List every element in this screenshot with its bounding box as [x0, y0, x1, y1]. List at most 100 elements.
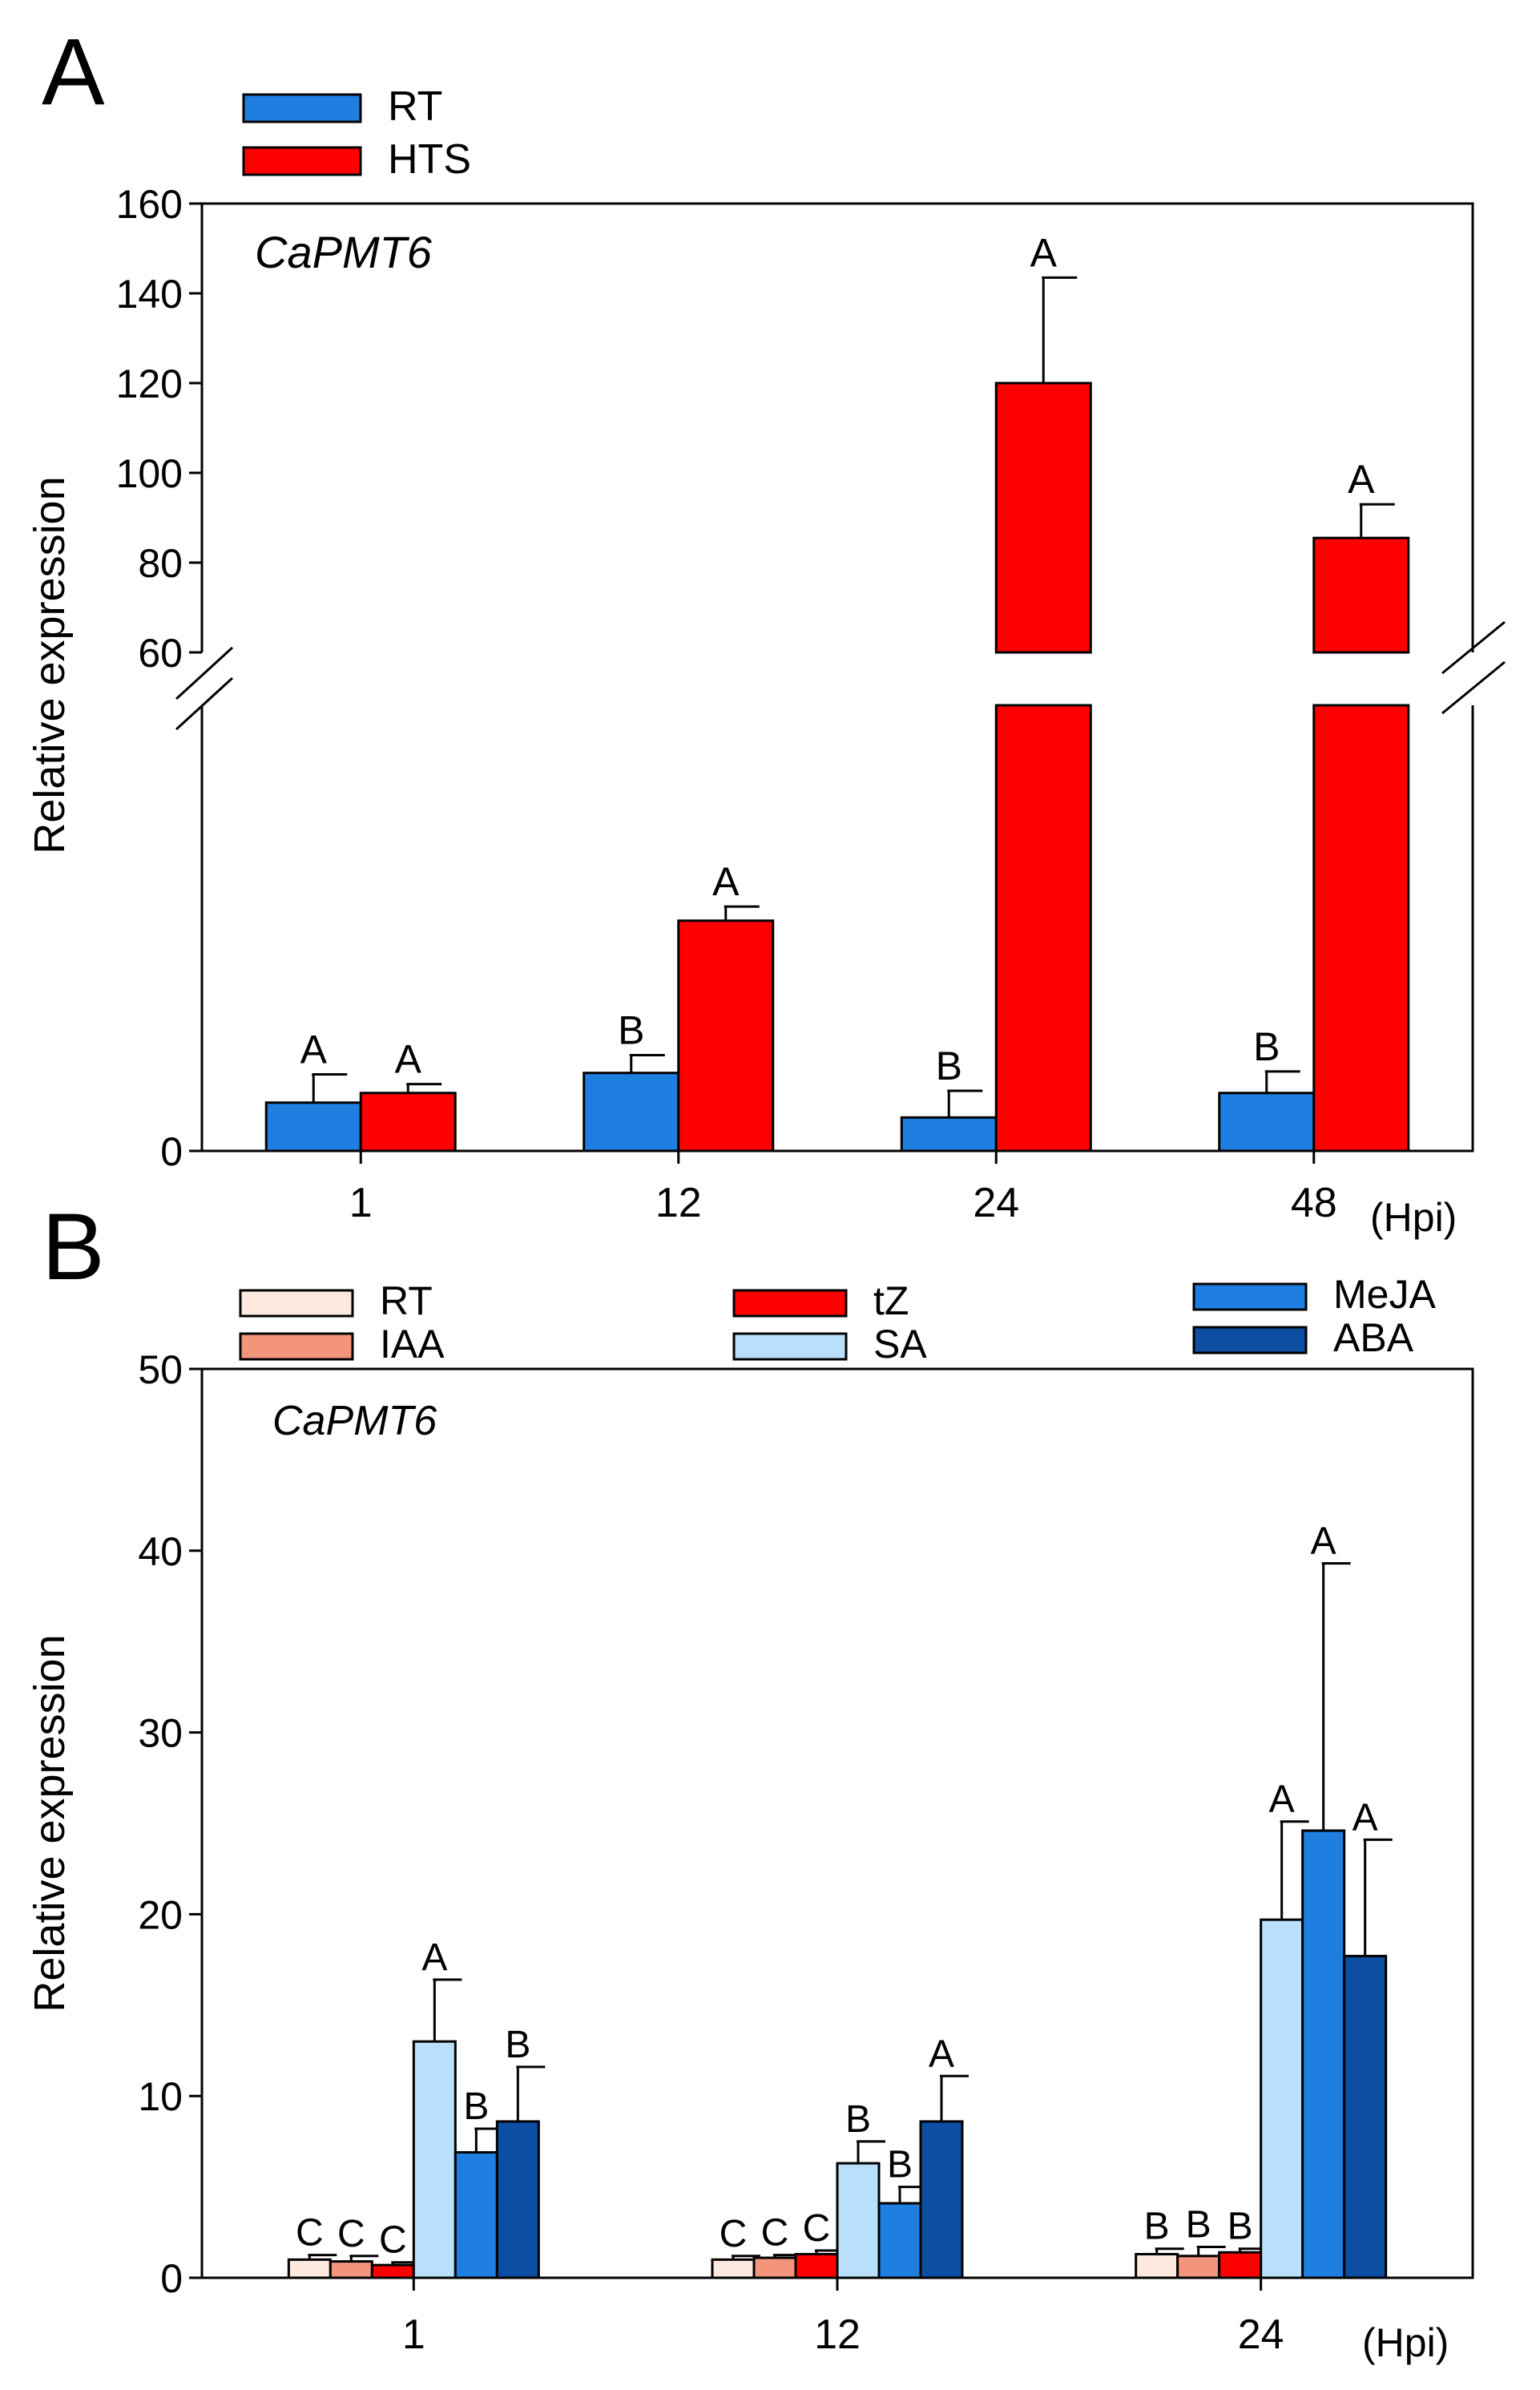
- significance-letter: B: [1253, 1024, 1280, 1069]
- bar: [1218, 1092, 1316, 1153]
- significance-letter: B: [887, 2144, 913, 2186]
- legend-swatch-rt-b: [239, 1289, 354, 1318]
- panel-b-legend: RT IAA tZ SA MeJA ABA: [239, 1272, 1436, 1367]
- significance-letter: C: [296, 2212, 324, 2255]
- legend-swatch-tz: [732, 1289, 848, 1318]
- bar: [1260, 1918, 1304, 2279]
- bar: [1218, 2251, 1263, 2279]
- legend-swatch-meja: [1192, 1282, 1308, 1311]
- legend-label-rt: RT: [388, 83, 442, 130]
- y-tick-label: 80: [138, 541, 183, 586]
- bar-upper-segment: [994, 382, 1092, 654]
- legend-swatch-iaa: [239, 1332, 354, 1361]
- legend-swatch-aba: [1192, 1326, 1308, 1354]
- bar: [1135, 2253, 1179, 2279]
- significance-letter: B: [1144, 2206, 1170, 2248]
- panel-a-x-axis-unit: (Hpi): [1370, 1195, 1457, 1240]
- significance-letter: B: [618, 1007, 644, 1052]
- legend-label-hts: HTS: [388, 136, 471, 183]
- legend-label-tz: tZ: [873, 1278, 909, 1323]
- y-tick-label: 10: [138, 2074, 183, 2119]
- significance-letter: A: [1269, 1778, 1295, 1821]
- panel-a-bars: A A B A B A B A: [264, 230, 1410, 1153]
- axis-break-mark-left-1: [175, 646, 234, 700]
- significance-letter: A: [712, 859, 740, 904]
- significance-letter: A: [1348, 457, 1375, 502]
- significance-letter: B: [505, 2024, 530, 2066]
- panel-b: B RT IAA tZ SA MeJA ABA CaPMT6 Relative …: [26, 1194, 1474, 2365]
- significance-letter: B: [463, 2085, 489, 2128]
- bar: [1301, 1829, 1346, 2279]
- y-tick-label: 0: [160, 2256, 183, 2301]
- axis-break-mark-right-2: [1441, 660, 1506, 715]
- panel-a-gene-name: CaPMT6: [255, 227, 433, 277]
- y-tick-label: 0: [160, 1129, 183, 1174]
- significance-letter: A: [421, 1936, 447, 1979]
- significance-letter: C: [720, 2213, 748, 2255]
- bar: [495, 2120, 540, 2279]
- bar: [877, 2202, 922, 2279]
- x-tick-label: 1: [349, 1180, 373, 1226]
- legend-label-iaa: IAA: [380, 1322, 445, 1367]
- y-tick-label: 40: [138, 1529, 183, 1574]
- legend-label-rt-b: RT: [380, 1278, 433, 1323]
- y-tick-label: 100: [116, 451, 183, 496]
- x-tick-label: 12: [655, 1180, 702, 1226]
- bar: [794, 2253, 839, 2279]
- x-tick-label: 24: [973, 1180, 1019, 1226]
- x-tick-label: 24: [1238, 2311, 1284, 2358]
- bar: [752, 2256, 797, 2279]
- axis-break-mark-left-2: [175, 676, 234, 731]
- significance-letter: C: [761, 2212, 789, 2255]
- y-tick-label: 140: [116, 272, 183, 317]
- panel-a-frame-lower: [200, 705, 1474, 1153]
- panel-b-gene-name: CaPMT6: [272, 1398, 437, 1444]
- y-tick-label: 30: [138, 1711, 183, 1756]
- y-tick-label: 50: [138, 1347, 183, 1392]
- bar: [677, 919, 775, 1153]
- panel-b-x-ticks: 1 12 24: [402, 2278, 1284, 2358]
- significance-letter: B: [1228, 2206, 1253, 2248]
- legend-label-aba: ABA: [1333, 1315, 1414, 1360]
- x-tick-label: 1: [402, 2311, 425, 2358]
- bar-upper-segment: [1312, 536, 1410, 654]
- significance-letter: A: [300, 1027, 328, 1072]
- panel-a-legend: RT HTS: [242, 83, 471, 183]
- significance-letter: C: [379, 2219, 407, 2262]
- bar: [370, 2263, 415, 2279]
- x-tick-label: 12: [814, 2311, 861, 2358]
- legend-swatch-sa: [732, 1332, 848, 1361]
- panel-a-y-ticks: 60 80 100 120 140 160 0: [116, 182, 202, 1174]
- bar: [919, 2120, 964, 2279]
- y-tick-label: 160: [116, 182, 183, 227]
- bar: [454, 2151, 498, 2279]
- panel-a: A RT HTS CaPMT6 Relative expression (Hpi…: [26, 19, 1506, 1240]
- bar: [287, 2258, 332, 2279]
- bar: [900, 1116, 998, 1153]
- panel-a-label: A: [42, 19, 105, 125]
- bar: [412, 2040, 457, 2279]
- panel-b-y-ticks: 0 10 20 30 40 50: [138, 1347, 202, 2301]
- significance-letter: A: [395, 1037, 422, 1082]
- x-tick-label: 48: [1291, 1180, 1337, 1226]
- significance-letter: A: [929, 2033, 954, 2075]
- y-tick-label: 20: [138, 1892, 183, 1937]
- panel-b-x-axis-unit: (Hpi): [1362, 2320, 1449, 2365]
- bar: [1343, 1955, 1388, 2279]
- panel-a-x-ticks: 1 12 24 48: [349, 1151, 1337, 1226]
- axis-break-mark-right-1: [1441, 620, 1506, 675]
- significance-letter: C: [337, 2213, 365, 2255]
- bar: [1312, 704, 1410, 1153]
- legend-label-meja: MeJA: [1333, 1272, 1436, 1317]
- significance-letter: B: [845, 2098, 871, 2141]
- bar: [994, 704, 1092, 1153]
- panel-b-y-axis-label: Relative expression: [26, 1634, 74, 2012]
- bar: [329, 2260, 373, 2279]
- y-tick-label: 60: [138, 631, 183, 676]
- y-tick-label: 120: [116, 361, 183, 406]
- significance-letter: C: [803, 2207, 831, 2250]
- legend-swatch-rt: [242, 93, 362, 123]
- bar: [359, 1092, 457, 1153]
- panel-b-label: B: [42, 1194, 105, 1300]
